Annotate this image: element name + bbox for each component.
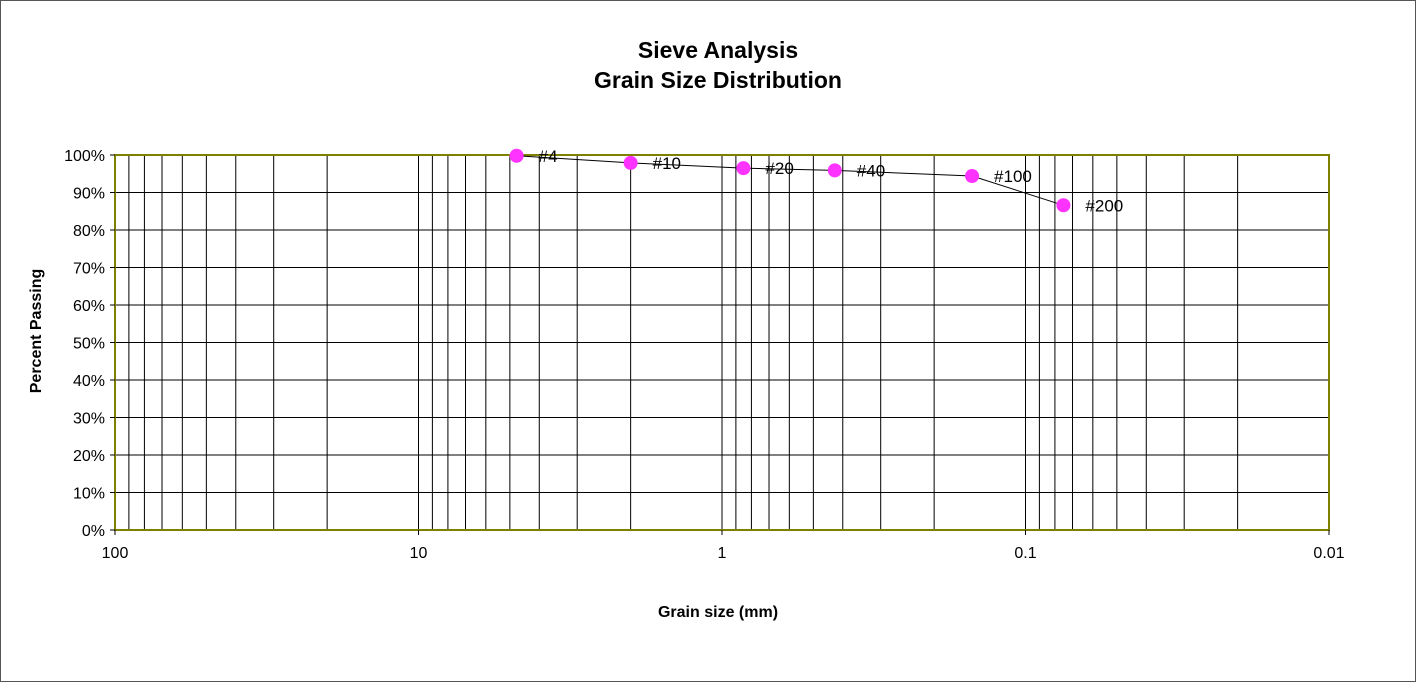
data-label: #100 [994, 167, 1032, 186]
x-axis-ticks: 100 10 1 0.1 0.01 [102, 530, 1345, 562]
y-tick-label: 10% [73, 486, 105, 503]
y-tick-label: 100% [64, 148, 105, 165]
x-tick-label: 0.1 [1014, 545, 1036, 562]
x-tick-label: 0.01 [1313, 545, 1344, 562]
data-label: #200 [1085, 196, 1123, 215]
y-tick-label: 30% [73, 411, 105, 428]
y-tick-label: 60% [73, 298, 105, 315]
data-point [736, 161, 751, 176]
y-tick-label: 70% [73, 261, 105, 278]
y-tick-label: 0% [82, 523, 105, 540]
x-tick-label: 100 [102, 545, 129, 562]
y-tick-label: 90% [73, 186, 105, 203]
gridlines [115, 154, 1330, 531]
x-tick-label: 1 [718, 545, 727, 562]
x-tick-label: 10 [410, 545, 428, 562]
y-tick-label: 20% [73, 448, 105, 465]
data-label: #4 [539, 147, 558, 166]
data-label: #40 [857, 161, 885, 180]
data-label: #20 [765, 159, 793, 178]
y-tick-label: 40% [73, 373, 105, 390]
x-axis-label: Grain size (mm) [658, 604, 778, 621]
chart-title: Sieve Analysis [638, 37, 798, 63]
chart-subtitle: Grain Size Distribution [594, 67, 842, 93]
series-line [516, 155, 1064, 206]
data-point [623, 155, 638, 170]
data-points: #4 #10 #20 #40 #100 #200 [509, 147, 1123, 215]
y-axis-ticks: 0% 10% 20% 30% 40% 50% 60% 70% 80% 90% 100% [64, 148, 115, 540]
data-label: #10 [653, 154, 681, 173]
data-point [1056, 198, 1071, 213]
data-point [509, 148, 524, 163]
data-point [827, 163, 842, 178]
y-axis-label: Percent Passing [28, 269, 45, 394]
y-tick-label: 80% [73, 223, 105, 240]
y-tick-label: 50% [73, 336, 105, 353]
data-point [965, 169, 980, 183]
